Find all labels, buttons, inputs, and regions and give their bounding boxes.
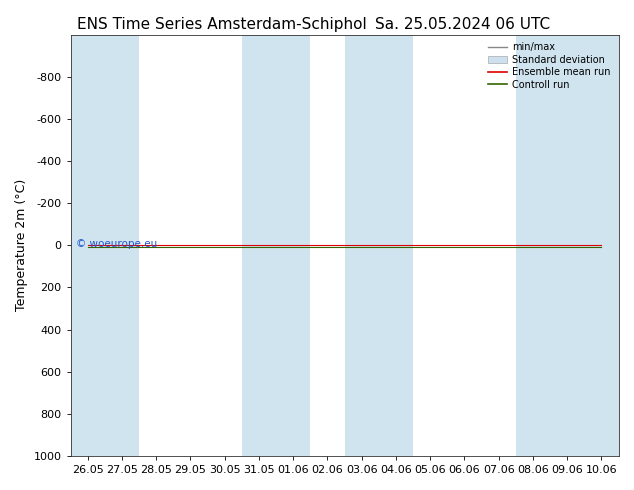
Text: ENS Time Series Amsterdam-Schiphol: ENS Time Series Amsterdam-Schiphol	[77, 17, 367, 32]
Bar	[105, 35, 139, 456]
Bar	[585, 35, 619, 456]
Bar	[70, 35, 105, 456]
Bar	[242, 35, 276, 456]
Bar	[378, 35, 413, 456]
Text: © woeurope.eu: © woeurope.eu	[76, 239, 157, 249]
Legend: min/max, Standard deviation, Ensemble mean run, Controll run: min/max, Standard deviation, Ensemble me…	[485, 40, 614, 93]
Y-axis label: Temperature 2m (°C): Temperature 2m (°C)	[15, 179, 28, 312]
Bar	[516, 35, 550, 456]
Bar	[344, 35, 378, 456]
Bar	[550, 35, 585, 456]
Bar	[276, 35, 310, 456]
Text: Sa. 25.05.2024 06 UTC: Sa. 25.05.2024 06 UTC	[375, 17, 550, 32]
